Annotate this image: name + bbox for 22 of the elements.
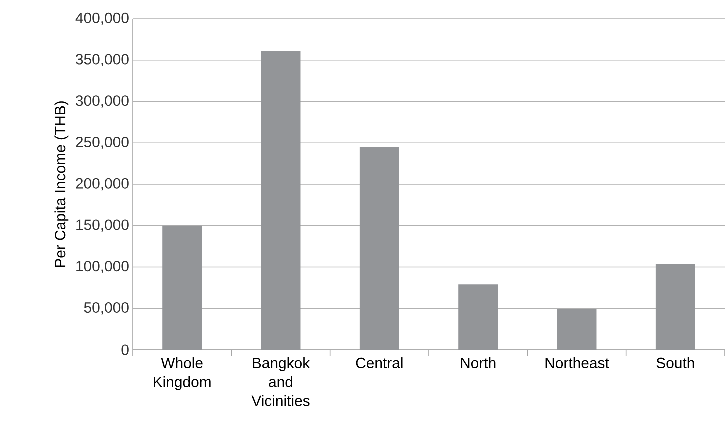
y-tick-label: 100,000 — [76, 261, 129, 274]
bar — [162, 226, 202, 350]
x-tick-label: Central — [356, 358, 403, 368]
bar — [656, 264, 696, 350]
bar — [360, 147, 400, 350]
y-tick-label: 300,000 — [76, 96, 129, 108]
x-tick-label: South — [656, 358, 694, 368]
x-tick-label: North — [461, 358, 496, 368]
y-tick-label: 200,000 — [76, 178, 129, 191]
y-tick-label: 50,000 — [84, 302, 129, 315]
y-tick-label: 250,000 — [76, 136, 129, 150]
y-axis-title: Per Capita Income (THB) — [54, 102, 69, 268]
y-tick-label: 0 — [122, 344, 129, 356]
y-tick-label: 350,000 — [76, 54, 129, 67]
y-tick-label: 400,000 — [76, 12, 129, 26]
bar — [261, 51, 301, 350]
x-tick-label: Bangkok and Vicinities — [252, 358, 310, 406]
bar — [557, 309, 597, 350]
x-tick-label: Whole Kingdom — [154, 358, 211, 390]
y-tick-label: 150,000 — [76, 220, 129, 232]
bar — [458, 284, 498, 350]
x-tick-label: Northeast — [546, 358, 610, 368]
